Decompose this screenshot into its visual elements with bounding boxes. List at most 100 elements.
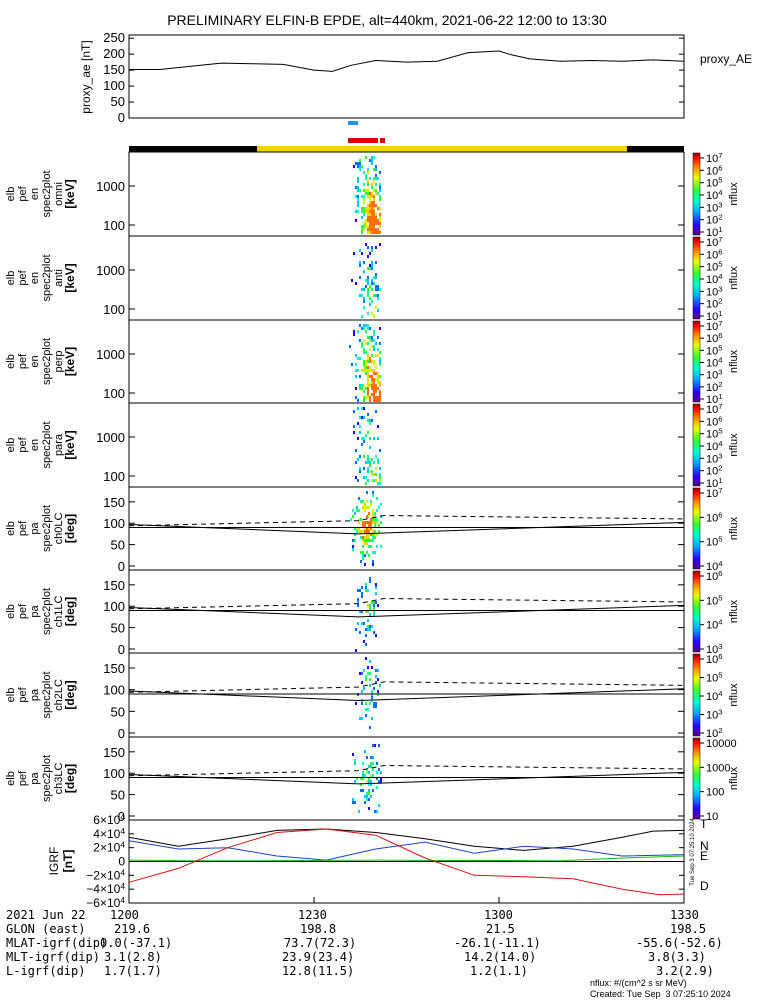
spectrogram-pixel — [363, 228, 365, 231]
colorbar-tick-label: 106 — [706, 569, 723, 583]
spectrogram-pixel — [370, 774, 372, 777]
spectrogram-pixel — [363, 467, 365, 470]
spectrogram-pixel — [373, 228, 375, 231]
spectrogram-pixel — [362, 557, 364, 560]
spectrogram-pixel — [367, 458, 369, 461]
spectrogram-pixel — [371, 213, 373, 216]
spectrogram-pixel — [356, 509, 358, 512]
colorbar-tick-label: 101 — [706, 392, 723, 406]
spectrogram-pixel — [359, 261, 361, 264]
spectrogram-pixel — [371, 264, 373, 267]
spectrogram-pixel — [375, 396, 377, 399]
spectrogram-pixel — [360, 777, 362, 780]
spectrogram-pixel — [375, 285, 377, 288]
spectrogram-pixel — [380, 521, 382, 524]
spectrogram-pixel — [369, 684, 371, 687]
spectrogram-pixel — [373, 294, 375, 297]
vertical-created-note: Tue Sep 3 07:25:10 2024 — [690, 818, 696, 886]
spectrogram-pixel — [371, 231, 373, 234]
spectrogram-pixel — [369, 726, 371, 729]
spectrogram-pixel — [363, 476, 365, 479]
spectrogram-pixel — [367, 189, 369, 192]
spectrogram-pixel — [372, 521, 374, 524]
spectrogram-pixel — [373, 189, 375, 192]
colorbar-tick-label: 107 — [706, 235, 723, 249]
panel-ytick-label: 100 — [103, 599, 125, 614]
spectrogram-pixel — [374, 521, 376, 524]
spectrogram-pixel — [357, 598, 359, 601]
spectrogram-pixel — [363, 366, 365, 369]
spectrogram-pixel — [371, 201, 373, 204]
spectrogram-pixel — [369, 201, 371, 204]
colorbar-label: nflux — [728, 182, 740, 206]
spectrogram-pixel — [371, 192, 373, 195]
spectrogram-pixel — [371, 219, 373, 222]
panel-ylabel-word: elb — [5, 438, 17, 453]
spectrogram-pixel — [375, 354, 377, 357]
panel-ytick-label: 150 — [103, 661, 125, 676]
spectrogram-pixel — [361, 345, 363, 348]
spectrogram-pixel — [367, 628, 369, 631]
spectrogram-pixel — [359, 387, 361, 390]
panel-ylabel-word: ch1LC — [53, 596, 65, 628]
spectrogram-pixel — [377, 396, 379, 399]
spectrogram-pixel — [352, 545, 354, 548]
colorbar-tick-label: 107 — [706, 319, 723, 333]
spectrogram-pixel — [360, 536, 362, 539]
spectrogram-pixel — [369, 177, 371, 180]
spectrogram-pixel — [357, 210, 359, 213]
spectrogram-pixel — [374, 536, 376, 539]
spectrogram-pixel — [371, 156, 373, 159]
spectrogram-pixel — [373, 195, 375, 198]
spectrogram-pixel — [375, 174, 377, 177]
spectrogram-pixel — [365, 225, 367, 228]
spectrogram-pixel — [369, 213, 371, 216]
spectrogram-pixel — [377, 336, 379, 339]
panel-frame — [128, 235, 685, 321]
spectrogram-pixel — [369, 464, 371, 467]
spectrogram-pixel — [373, 348, 375, 351]
spectrogram-pixel — [377, 219, 379, 222]
panel-ytick-label: 1000 — [96, 179, 125, 194]
colorbar — [692, 236, 701, 320]
spectrogram-pixel — [373, 360, 375, 363]
spectrogram-pixel — [368, 554, 370, 557]
spectrogram-pixel — [365, 586, 367, 589]
colorbar-tick-label: 105 — [706, 593, 723, 607]
spectrogram-pixel — [377, 285, 379, 288]
spectrogram-pixel — [370, 756, 372, 759]
spectrogram-pixel — [361, 717, 363, 720]
spectrogram-panel-3: 1000 100 elb pef en spec2plot para[keV] nflux — [5, 402, 740, 488]
spectrogram-pixel — [372, 536, 374, 539]
spectrogram-pixel — [379, 684, 381, 687]
spectrogram-pixel — [373, 687, 375, 690]
spectrogram-pixel — [367, 366, 369, 369]
spectrogram-pixel — [371, 717, 373, 720]
panel-ylabel-word: en — [29, 272, 41, 284]
spectrogram-pixel — [373, 225, 375, 228]
spectrogram-pixel — [378, 768, 380, 771]
spectrogram-pixel — [367, 369, 369, 372]
spectrogram-pixel — [355, 449, 357, 452]
colorbar — [692, 737, 701, 820]
colorbar — [692, 570, 701, 653]
spectrogram-pixel — [368, 539, 370, 542]
spectrogram-pixel — [366, 530, 368, 533]
colorbar-tick-label: 103 — [706, 200, 723, 214]
spectrogram-pixel — [365, 360, 367, 363]
colorbar-tick-label: 105 — [706, 427, 723, 441]
spectrogram-pixel — [369, 204, 371, 207]
spectrogram-pixel — [377, 309, 379, 312]
spectrogram-pixel — [378, 506, 380, 509]
colorbar-tick-label: 1000 — [706, 762, 730, 774]
spectrogram-pixel — [377, 372, 379, 375]
spectrogram-pixel — [365, 351, 367, 354]
spectrogram-pixel — [379, 351, 381, 354]
spectrogram-pixel — [375, 702, 377, 705]
spectrogram-pixel — [363, 360, 365, 363]
spectrogram-pixel — [375, 675, 377, 678]
spectrogram-pixel — [363, 687, 365, 690]
spectrogram-pixel — [359, 189, 361, 192]
spectrogram-pixel — [377, 387, 379, 390]
